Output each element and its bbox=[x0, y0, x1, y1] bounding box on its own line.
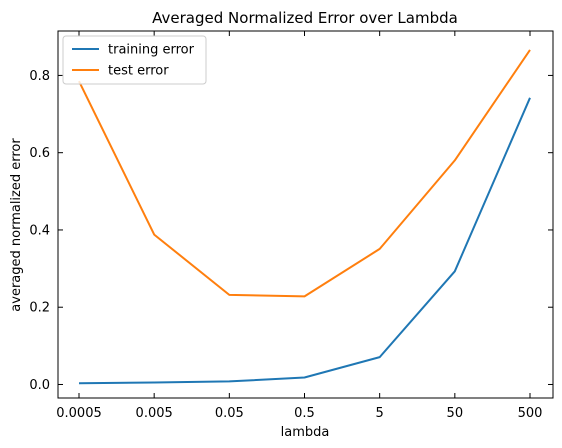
y-tick-label: 0.4 bbox=[29, 223, 50, 238]
x-tick-label: 0.5 bbox=[294, 406, 315, 421]
y-tick-label: 0.6 bbox=[29, 146, 50, 161]
legend: training error test error bbox=[63, 36, 206, 84]
y-tick-label: 0.8 bbox=[29, 69, 50, 84]
y-axis-label: averaged normalized error bbox=[9, 138, 24, 312]
y-tick-label: 0.2 bbox=[29, 301, 50, 316]
x-tick-label: 0.005 bbox=[136, 406, 173, 421]
x-axis-label: lambda bbox=[281, 425, 330, 440]
x-tick-label: 50 bbox=[447, 406, 464, 421]
legend-label: training error bbox=[108, 43, 195, 58]
legend-label: test error bbox=[108, 64, 169, 79]
chart-title: Averaged Normalized Error over Lambda bbox=[152, 9, 458, 27]
x-tick-label: 500 bbox=[518, 406, 543, 421]
x-tick-label: 5 bbox=[376, 406, 384, 421]
y-tick-label: 0.0 bbox=[29, 378, 50, 393]
x-tick-label: 0.0005 bbox=[56, 406, 102, 421]
x-tick-label: 0.05 bbox=[215, 406, 244, 421]
